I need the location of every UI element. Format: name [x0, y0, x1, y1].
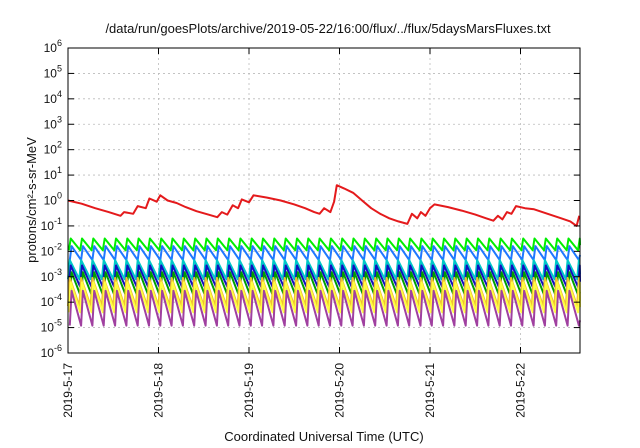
x-tick-label: 2019-5-18 [152, 363, 166, 418]
y-tick-label: 101 [44, 165, 62, 182]
x-tick-label: 2019-5-21 [423, 363, 437, 418]
y-tick-label: 104 [44, 89, 62, 106]
series-line [67, 281, 581, 314]
series-line [67, 259, 581, 281]
y-tick-label: 102 [44, 140, 62, 157]
chart-title: /data/run/goesPlots/archive/2019-05-22/1… [105, 21, 551, 36]
series-group [67, 184, 581, 327]
series-line [68, 245, 581, 262]
y-tick-label: 10-1 [41, 216, 62, 233]
x-tick-label: 2019-5-22 [514, 363, 528, 418]
x-tick-label: 2019-5-19 [242, 363, 256, 418]
series-line [67, 237, 581, 252]
x-tick-label: 2019-5-17 [61, 363, 75, 418]
x-axis-ticks: 2019-5-17 2019-5-18 2019-5-19 2019-5-20 2019… [61, 48, 528, 418]
y-axis-label-text: protons/cm²-s-sr-MeV [24, 137, 39, 263]
y-tick-label: 10-5 [41, 318, 62, 335]
y-axis-ticks: 10-6 10-5 10-4 10-3 10-2 10-1 100 101 102 103 104 1… [41, 38, 580, 360]
y-tick-label: 103 [44, 114, 62, 131]
y-tick-label: 105 [44, 63, 62, 80]
series-line [68, 289, 581, 327]
y-tick-label: 106 [44, 38, 62, 55]
y-tick-label: 10-2 [41, 241, 62, 258]
y-tick-label: 100 [44, 191, 62, 208]
y-tick-label: 10-3 [41, 267, 62, 284]
x-tick-label: 2019-5-20 [333, 363, 347, 418]
series-line [67, 184, 581, 227]
y-tick-label: 10-6 [41, 343, 62, 360]
y-axis-label: protons/cm²-s-sr-MeV [24, 137, 39, 263]
y-tick-label: 10-4 [41, 292, 62, 309]
x-axis-label: Coordinated Universal Time (UTC) [224, 429, 423, 444]
